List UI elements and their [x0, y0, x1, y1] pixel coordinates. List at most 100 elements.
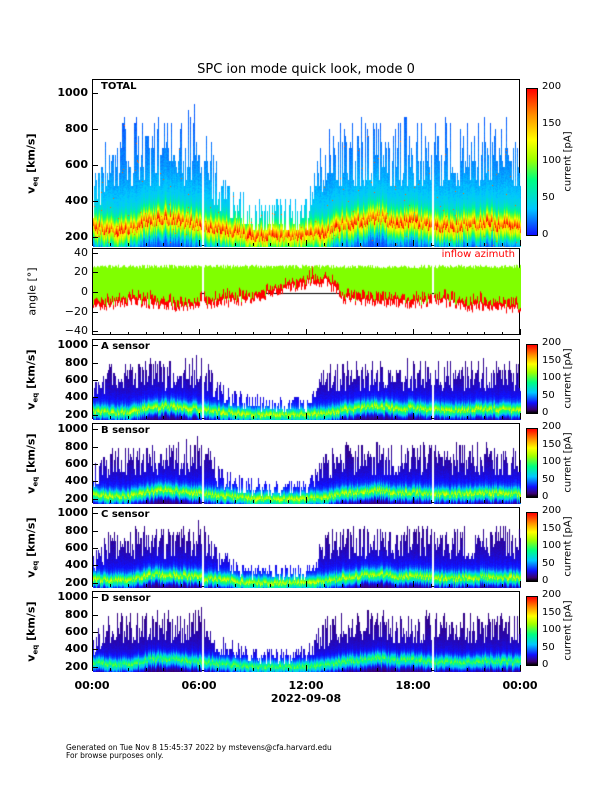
- angle-y-tick-label: −20: [64, 304, 88, 318]
- y-tick: [92, 92, 98, 94]
- x-tick: [109, 668, 111, 671]
- x-tick: [484, 584, 486, 587]
- colorbar-tick-label: 50: [542, 557, 555, 569]
- x-tick: [520, 497, 521, 503]
- y-axis-label-part: v: [24, 402, 38, 410]
- x-tick: [341, 332, 343, 335]
- colorbar-tick-label: 50: [542, 389, 555, 401]
- x-tick: [430, 332, 432, 335]
- x-tick: [92, 413, 93, 419]
- x-tick: [395, 584, 397, 587]
- y-tick: [92, 397, 98, 399]
- x-tick: [448, 500, 450, 503]
- spectrogram-canvas: [93, 80, 521, 247]
- x-tick: [466, 416, 468, 419]
- y-tick-label: 400: [65, 474, 88, 488]
- x-tick: [323, 500, 325, 503]
- x-tick: [252, 332, 254, 335]
- x-tick: [430, 416, 432, 419]
- y-tick-label: 200: [65, 575, 88, 589]
- x-tick-label: 12:00: [288, 679, 324, 692]
- colorbar-tick-label: 150: [542, 354, 562, 366]
- x-tick: [199, 581, 200, 587]
- y-tick: [92, 200, 98, 202]
- x-tick: [127, 668, 129, 671]
- colorbar-tick-label: 150: [542, 438, 562, 450]
- y-tick: [92, 649, 98, 651]
- y-tick-label: 800: [65, 439, 88, 453]
- y-tick: [92, 362, 98, 364]
- x-tick: [270, 500, 272, 503]
- x-tick: [127, 584, 129, 587]
- x-tick: [520, 665, 521, 671]
- x-tick: [181, 243, 183, 246]
- x-tick: [252, 668, 254, 671]
- x-tick: [199, 497, 200, 503]
- angle-y-tick-label: 20: [74, 265, 88, 279]
- y-tick: [92, 666, 98, 668]
- colorbar-tick-label: 100: [542, 372, 562, 383]
- colorbar: [526, 596, 538, 666]
- y-tick: [92, 582, 98, 584]
- x-tick: [359, 243, 361, 246]
- angle-panel: inflow azimuth: [92, 248, 521, 336]
- colorbar-tick-label: 150: [542, 522, 562, 534]
- x-tick: [430, 584, 432, 587]
- x-tick: [502, 668, 504, 671]
- x-tick: [163, 668, 165, 671]
- colorbar-tick-label: 50: [542, 473, 555, 485]
- colorbar-tick-label: 100: [542, 540, 562, 551]
- colorbar-tick-label: 0: [542, 659, 549, 670]
- colorbar-tick-label: 200: [542, 81, 562, 92]
- x-tick: [92, 581, 93, 587]
- x-tick: [163, 243, 165, 246]
- angle-y-tick-label: −40: [64, 324, 88, 338]
- x-tick: [520, 581, 521, 587]
- y-tick: [92, 236, 98, 238]
- y-tick-label: 200: [65, 229, 88, 243]
- panel-label: D sensor: [101, 593, 151, 604]
- x-tick: [216, 332, 218, 335]
- x-tick: [448, 332, 450, 335]
- x-tick: [306, 240, 307, 246]
- x-tick: [448, 243, 450, 246]
- x-tick: [323, 332, 325, 335]
- y-tick-label: 800: [65, 523, 88, 537]
- x-tick: [270, 584, 272, 587]
- y-tick-label: 1000: [57, 338, 88, 352]
- y-tick-label: 1000: [57, 85, 88, 99]
- x-tick: [163, 500, 165, 503]
- spectrogram-panel-d: D sensor: [92, 591, 521, 672]
- spectrogram-panel-a: A sensor: [92, 339, 521, 420]
- y-tick: [92, 548, 98, 550]
- y-tick-label: 600: [65, 457, 88, 471]
- y-tick: [92, 498, 98, 500]
- x-tick: [234, 332, 236, 335]
- footer-disclaimer: For browse purposes only.: [66, 751, 164, 760]
- x-tick: [484, 416, 486, 419]
- y-tick-label: 600: [65, 157, 88, 171]
- x-tick: [323, 416, 325, 419]
- panel-label: A sensor: [101, 341, 150, 352]
- x-tick: [395, 243, 397, 246]
- x-tick: [109, 584, 111, 587]
- x-tick: [145, 332, 147, 335]
- x-tick: [234, 584, 236, 587]
- x-tick: [216, 243, 218, 246]
- colorbar: [526, 512, 538, 582]
- colorbar-tick-label: 100: [542, 624, 562, 635]
- y-tick: [92, 446, 98, 448]
- x-tick: [395, 416, 397, 419]
- colorbar-tick-label: 50: [542, 641, 555, 653]
- x-tick: [413, 240, 414, 246]
- x-tick: [359, 332, 361, 335]
- x-tick: [216, 416, 218, 419]
- x-tick: [288, 584, 290, 587]
- x-tick: [520, 329, 521, 335]
- x-tick: [163, 416, 165, 419]
- x-tick: [448, 668, 450, 671]
- x-tick: [484, 500, 486, 503]
- y-tick-label: 400: [65, 193, 88, 207]
- colorbar: [526, 428, 538, 498]
- y-tick: [92, 614, 98, 616]
